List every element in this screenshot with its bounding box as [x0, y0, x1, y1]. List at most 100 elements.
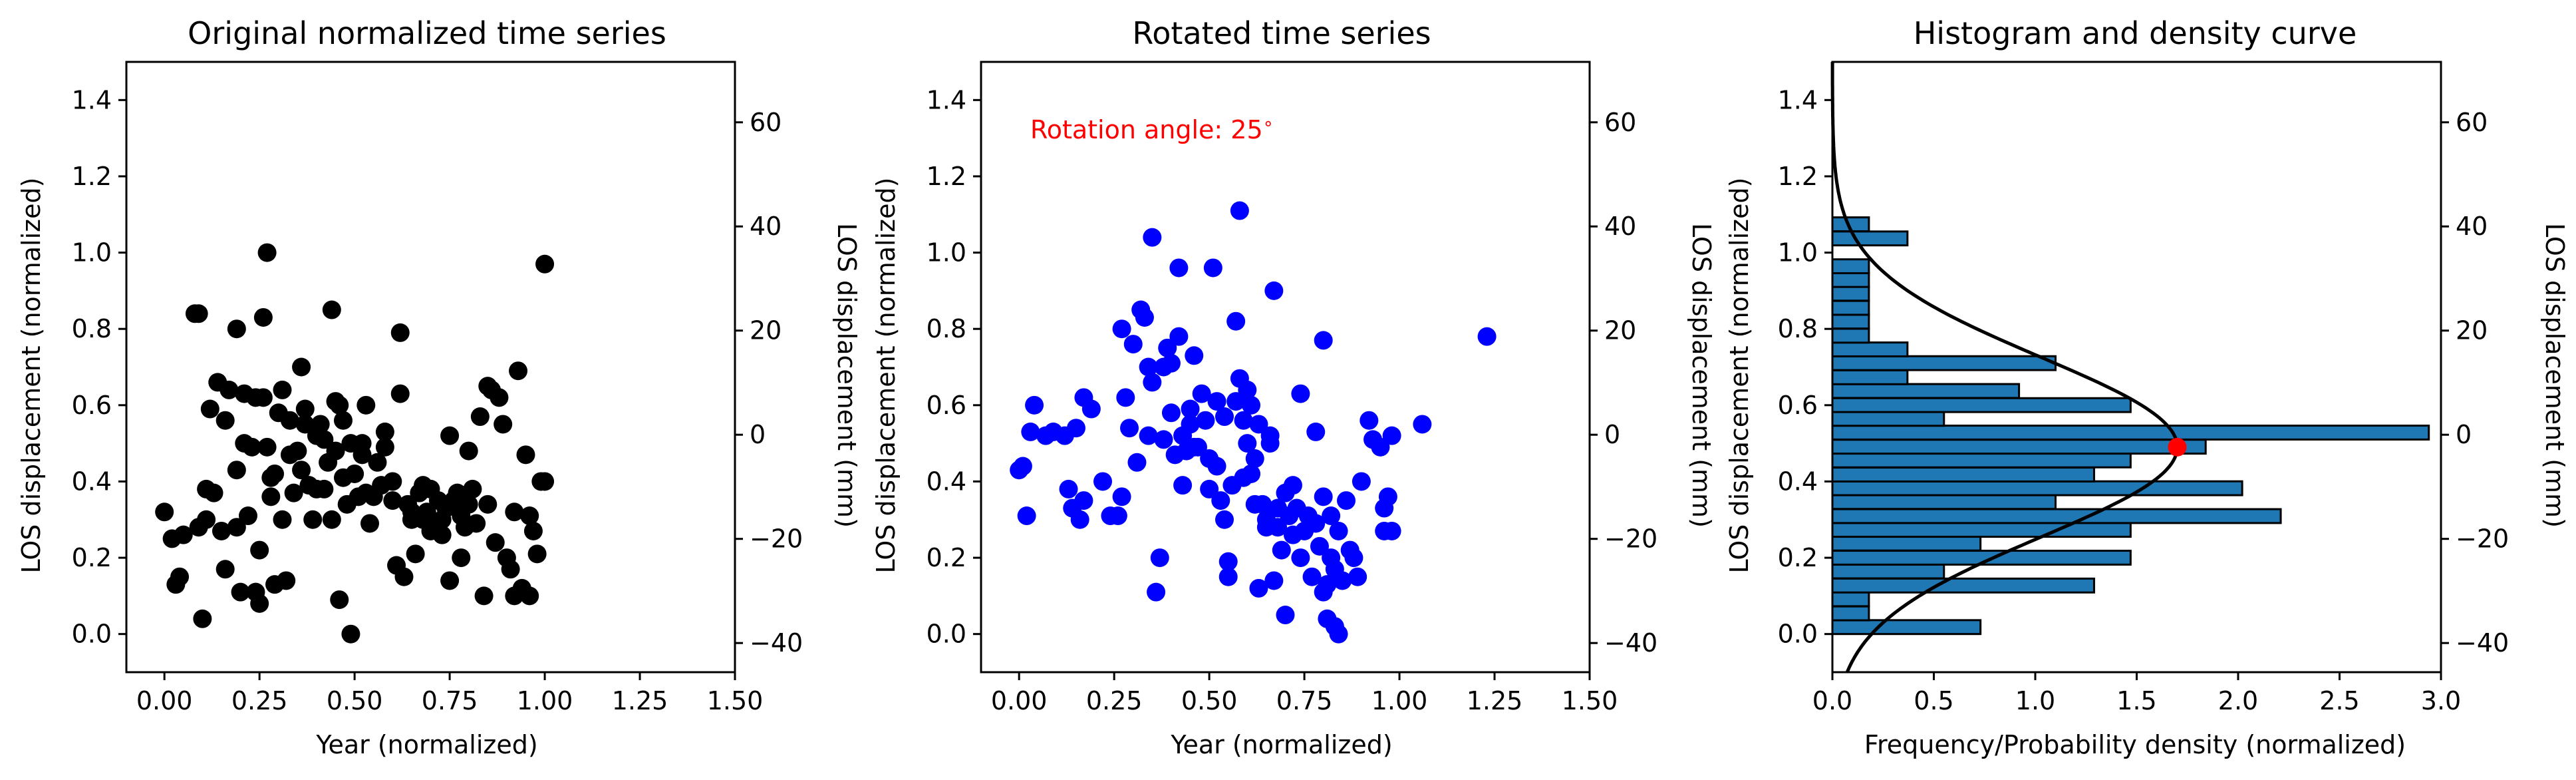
data-point	[494, 415, 513, 434]
x-axis-label: Frequency/Probability density (normalize…	[1864, 730, 2406, 759]
histogram-bar	[1831, 383, 2021, 399]
data-point	[353, 445, 372, 465]
y-tick-label: 1.2	[1778, 162, 1818, 191]
data-point	[1017, 506, 1036, 526]
data-point	[200, 399, 219, 419]
data-point	[448, 483, 467, 502]
panel-original: Original normalized time series 0.00 0.25…	[17, 15, 861, 759]
peak-marker	[2168, 437, 2187, 457]
histogram-bar	[1831, 327, 1870, 344]
data-point	[1306, 514, 1326, 533]
data-point	[463, 479, 482, 498]
data-point	[189, 304, 208, 323]
data-point	[402, 502, 421, 522]
data-point	[383, 491, 402, 510]
y2-tick-label: 20	[2456, 316, 2488, 345]
x-tick-label: 1.50	[707, 686, 764, 715]
y2-tick-labels: −40 −20 0 20 40 60	[1604, 108, 1657, 658]
x-tick-label: 1.00	[517, 686, 573, 715]
data-point	[486, 533, 505, 552]
data-point	[257, 437, 277, 457]
data-point	[1242, 395, 1261, 415]
histogram-bar	[1831, 480, 2243, 496]
data-point	[1211, 491, 1230, 510]
data-point	[1200, 449, 1219, 469]
data-point	[470, 407, 490, 427]
x-tick-label: 1.00	[1371, 686, 1428, 715]
data-point	[459, 494, 478, 514]
data-point	[1238, 434, 1257, 453]
data-point	[1108, 506, 1127, 526]
data-point	[1272, 540, 1291, 560]
histogram-bar	[1831, 619, 1982, 636]
y-tick-label: 1.0	[1778, 238, 1818, 268]
data-point	[1123, 335, 1143, 354]
data-point	[1192, 384, 1211, 403]
y-tick-label: 0.4	[927, 467, 966, 496]
data-point	[1226, 311, 1246, 331]
data-point	[261, 487, 281, 506]
data-point	[1306, 422, 1326, 441]
data-point	[1382, 426, 1401, 445]
x-tick-label: 0.00	[991, 686, 1048, 715]
data-point	[1116, 388, 1135, 407]
y2-tick-label: 40	[1604, 212, 1636, 241]
data-point	[273, 380, 292, 399]
data-point	[1268, 518, 1288, 537]
y-tick-label: 0.2	[927, 543, 966, 572]
data-point	[1413, 415, 1432, 434]
y2-tick-label: 20	[750, 316, 782, 345]
data-point	[1264, 571, 1284, 590]
data-point	[345, 464, 364, 483]
data-point	[250, 594, 269, 613]
plot-area	[118, 61, 743, 680]
data-point	[1226, 392, 1246, 411]
data-point	[1218, 567, 1238, 586]
histogram-bar	[1831, 341, 1909, 357]
x-tick-label: 0.75	[1276, 686, 1333, 715]
x-tick-label: 2.0	[2218, 686, 2258, 715]
data-point	[1360, 411, 1379, 430]
x-tick-label: 0.25	[1086, 686, 1143, 715]
y2-tick-label: −20	[1604, 524, 1657, 554]
data-point	[315, 430, 334, 449]
data-point	[490, 388, 509, 407]
data-point	[1253, 494, 1272, 514]
data-point	[1276, 606, 1295, 625]
data-point	[1348, 567, 1367, 586]
data-point	[1203, 258, 1222, 278]
rotation-angle-text: Rotation angle: 25	[1030, 115, 1263, 144]
data-point	[1158, 338, 1177, 357]
data-point	[1181, 415, 1200, 434]
data-point	[1059, 479, 1078, 498]
data-point	[535, 254, 555, 274]
x-tick-label: 1.25	[1467, 686, 1523, 715]
y-tick-label: 0.8	[72, 314, 112, 343]
data-point	[215, 411, 235, 430]
y2-tick-label: 0	[1604, 420, 1620, 449]
histogram-bar	[1831, 230, 1909, 247]
y2-tick-label: −20	[2456, 524, 2509, 554]
data-point	[257, 243, 277, 262]
y-axis-label: LOS displacement (normalized)	[1725, 178, 1754, 574]
data-point	[212, 521, 231, 540]
data-point	[1302, 567, 1322, 586]
data-point	[1169, 258, 1189, 278]
panel-histogram: Histogram and density curve 0.0 0.5 1.0 1.5…	[1725, 15, 2569, 759]
data-point	[394, 567, 414, 586]
data-point	[527, 544, 547, 564]
y2-axis-label: LOS displacement (mm)	[832, 223, 861, 528]
y2-tick-labels: −40 −20 0 20 40 60	[750, 108, 803, 658]
histogram-bar	[1831, 397, 2132, 413]
data-point	[227, 461, 246, 480]
data-point	[474, 586, 494, 606]
data-point	[1234, 411, 1253, 430]
y2-tick-label: 60	[1604, 108, 1636, 137]
data-point	[242, 437, 261, 457]
panel-title: Original normalized time series	[188, 15, 666, 51]
y-tick-label: 1.0	[927, 238, 966, 268]
y-tick-label: 1.2	[927, 162, 966, 191]
rotation-angle-annotation: Rotation angle: 25∘	[1030, 114, 1274, 144]
data-point	[523, 521, 543, 540]
y2-axis-label: LOS displacement (mm)	[1687, 223, 1716, 528]
